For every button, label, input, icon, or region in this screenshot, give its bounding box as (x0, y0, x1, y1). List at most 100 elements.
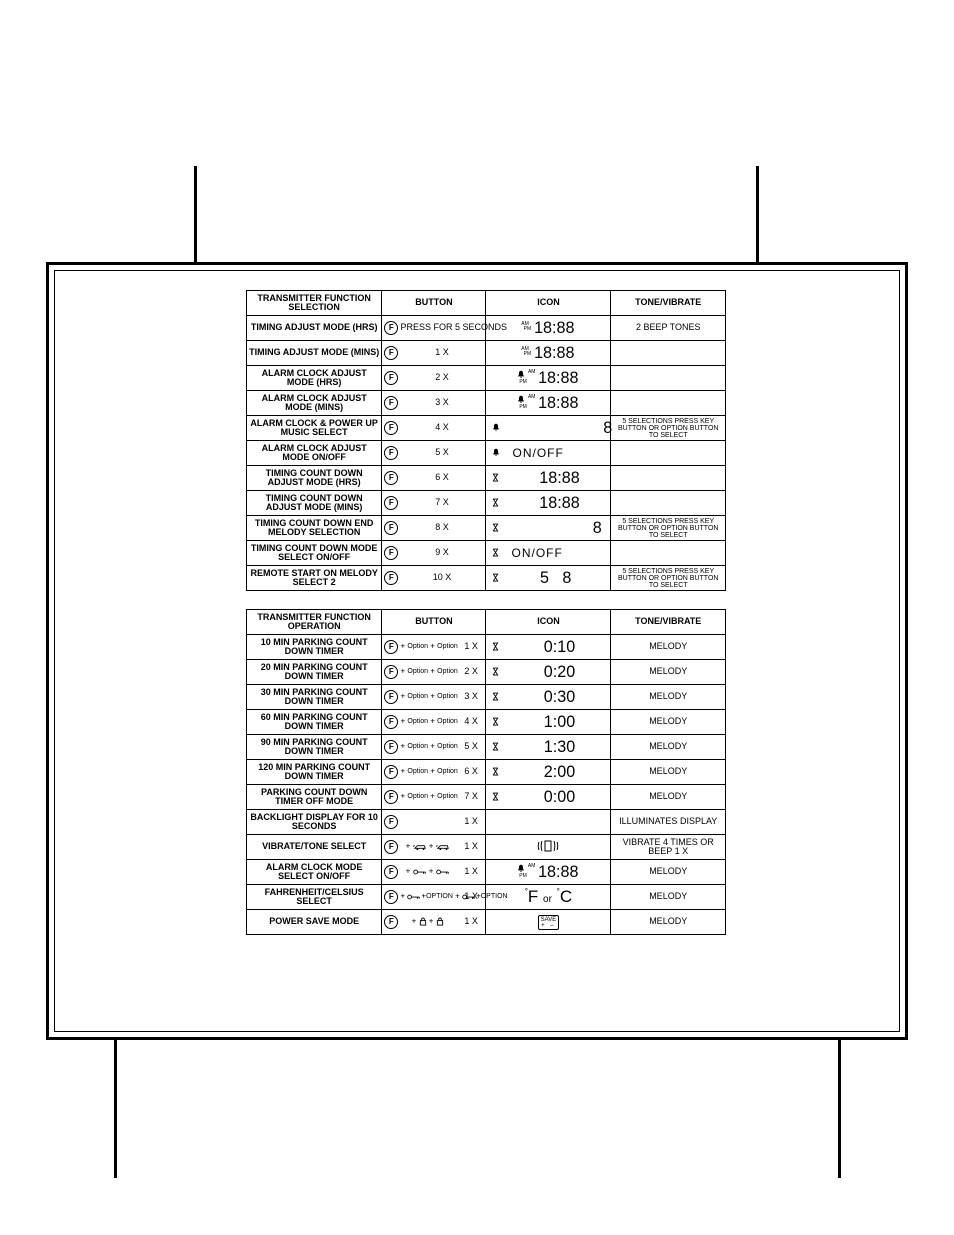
tone-cell: MELODY (611, 685, 726, 710)
transmitter-selection-table: TRANSMITTER FUNCTION SELECTION BUTTON IC… (246, 290, 726, 591)
tone-cell: MELODY (611, 910, 726, 935)
button-combo-cell: + Option + Option (399, 685, 457, 710)
button-combo-cell: + Option + Option (399, 785, 457, 810)
button-combo-cell: + +OPTION + +OPTION (399, 885, 457, 910)
button-combo-cell: + Option + Option (399, 735, 457, 760)
tone-cell: MELODY (611, 860, 726, 885)
button-icon-cell: F (382, 785, 399, 810)
f-button-icon: F (384, 890, 398, 904)
hourglass-icon (492, 498, 499, 509)
hourglass-icon (492, 717, 499, 728)
icon-cell: 0:20 (486, 660, 611, 685)
tone-cell: 5 SELECTIONS PRESS KEY BUTTON OR OPTION … (611, 516, 726, 541)
button-text-cell: 8 X (399, 516, 486, 541)
button-text-cell: PRESS FOR 5 SECONDS (399, 316, 486, 341)
lcd-display: 0:00 (510, 788, 610, 806)
tables-container: TRANSMITTER FUNCTION SELECTION BUTTON IC… (246, 290, 726, 935)
tone-cell (611, 366, 726, 391)
button-icon-cell: F (382, 810, 399, 835)
button-icon-cell: F (382, 466, 399, 491)
button-count-cell: 4 X (457, 710, 486, 735)
function-cell: ALARM CLOCK ADJUST MODE (HRS) (247, 366, 382, 391)
function-cell: 60 MIN PARKING COUNT DOWN TIMER (247, 710, 382, 735)
lcd-display: 18:88 (510, 494, 610, 512)
icon-cell (486, 810, 611, 835)
f-button-icon: F (384, 396, 398, 410)
table-row: ALARM CLOCK & POWER UP MUSIC SELECTF4 X8… (247, 416, 726, 441)
page-edge-mark (838, 1038, 841, 1178)
button-combo-cell: + + (399, 910, 457, 935)
icon-cell: 0:00 (486, 785, 611, 810)
lcd-display: ON/OFF (512, 447, 563, 460)
f-button-icon: F (384, 740, 398, 754)
lcd-display: 18:88 (538, 863, 578, 881)
button-count-cell: 2 X (457, 660, 486, 685)
key-icon (436, 868, 450, 876)
function-cell: POWER SAVE MODE (247, 910, 382, 935)
hourglass-icon (492, 523, 499, 534)
function-cell: TIMING ADJUST MODE (MINS) (247, 341, 382, 366)
icon-cell: 0:10 (486, 635, 611, 660)
table-row: 30 MIN PARKING COUNT DOWN TIMERF+ Option… (247, 685, 726, 710)
button-icon-cell: F (382, 735, 399, 760)
button-text-cell: 7 X (399, 491, 486, 516)
am-pm-indicator: AM.PM (517, 864, 536, 879)
table-header-row: TRANSMITTER FUNCTION OPERATION BUTTON IC… (247, 610, 726, 635)
function-cell: TIMING COUNT DOWN MODE SELECT ON/OFF (247, 541, 382, 566)
temp-units: °F or °C (525, 887, 572, 906)
lcd-display: 8 (603, 419, 612, 437)
f-button-icon: F (384, 421, 398, 435)
button-icon-cell: F (382, 441, 399, 466)
table-row: ALARM CLOCK ADJUST MODE (MINS)F3 XAM.PM1… (247, 391, 726, 416)
col-button: BUTTON (382, 291, 486, 316)
lcd-display: 1:30 (510, 738, 610, 756)
function-cell: 20 MIN PARKING COUNT DOWN TIMER (247, 660, 382, 685)
table-row: TIMING COUNT DOWN ADJUST MODE (MINS)F7 X… (247, 491, 726, 516)
icon-cell: 5 8 (486, 566, 611, 591)
hourglass-icon (492, 473, 499, 484)
table-row: 90 MIN PARKING COUNT DOWN TIMERF+ Option… (247, 735, 726, 760)
table-row: TIMING COUNT DOWN END MELODY SELECTIONF8… (247, 516, 726, 541)
button-combo-cell: + + (399, 835, 457, 860)
function-cell: TIMING COUNT DOWN END MELODY SELECTION (247, 516, 382, 541)
icon-cell (486, 835, 611, 860)
table-row: TIMING COUNT DOWN ADJUST MODE (HRS)F6 X1… (247, 466, 726, 491)
lcd-display: 18:88 (534, 319, 574, 337)
f-button-icon: F (384, 865, 398, 879)
table-header-row: TRANSMITTER FUNCTION SELECTION BUTTON IC… (247, 291, 726, 316)
lcd-display: 0:30 (510, 688, 610, 706)
button-count-cell: 1 X (457, 635, 486, 660)
button-combo-cell: + Option + Option (399, 760, 457, 785)
col-function: TRANSMITTER FUNCTION SELECTION (247, 291, 382, 316)
button-icon-cell: F (382, 760, 399, 785)
function-cell: ALARM CLOCK ADJUST MODE (MINS) (247, 391, 382, 416)
icon-cell: 18:88 (486, 466, 611, 491)
button-text-cell: 2 X (399, 366, 486, 391)
function-cell: TIMING ADJUST MODE (HRS) (247, 316, 382, 341)
button-icon-cell: F (382, 710, 399, 735)
button-icon-cell: F (382, 566, 399, 591)
button-icon-cell: F (382, 391, 399, 416)
key-icon (407, 893, 421, 901)
button-count-cell: 6 X (457, 760, 486, 785)
button-text-cell: 3 X (399, 391, 486, 416)
tone-cell: 5 SELECTIONS PRESS KEY BUTTON OR OPTION … (611, 566, 726, 591)
hourglass-icon (492, 792, 499, 803)
button-count-cell: 1 X (457, 910, 486, 935)
table-row: TIMING ADJUST MODE (MINS)F1 XAM.PM18:88 (247, 341, 726, 366)
button-count-cell: 3 X (457, 685, 486, 710)
tone-cell: MELODY (611, 635, 726, 660)
f-button-icon: F (384, 321, 398, 335)
button-count-cell: 7 X (457, 785, 486, 810)
function-cell: 10 MIN PARKING COUNT DOWN TIMER (247, 635, 382, 660)
table-row: FAHRENHEIT/CELSIUS SELECTF+ +OPTION + +O… (247, 885, 726, 910)
tone-cell (611, 341, 726, 366)
icon-cell: ON/OFF (486, 441, 611, 466)
tone-cell: MELODY (611, 885, 726, 910)
table-row: TIMING COUNT DOWN MODE SELECT ON/OFFF9 X… (247, 541, 726, 566)
icon-cell: 1:30 (486, 735, 611, 760)
button-icon-cell: F (382, 341, 399, 366)
button-text-cell: 6 X (399, 466, 486, 491)
button-text-cell: 5 X (399, 441, 486, 466)
function-cell: FAHRENHEIT/CELSIUS SELECT (247, 885, 382, 910)
